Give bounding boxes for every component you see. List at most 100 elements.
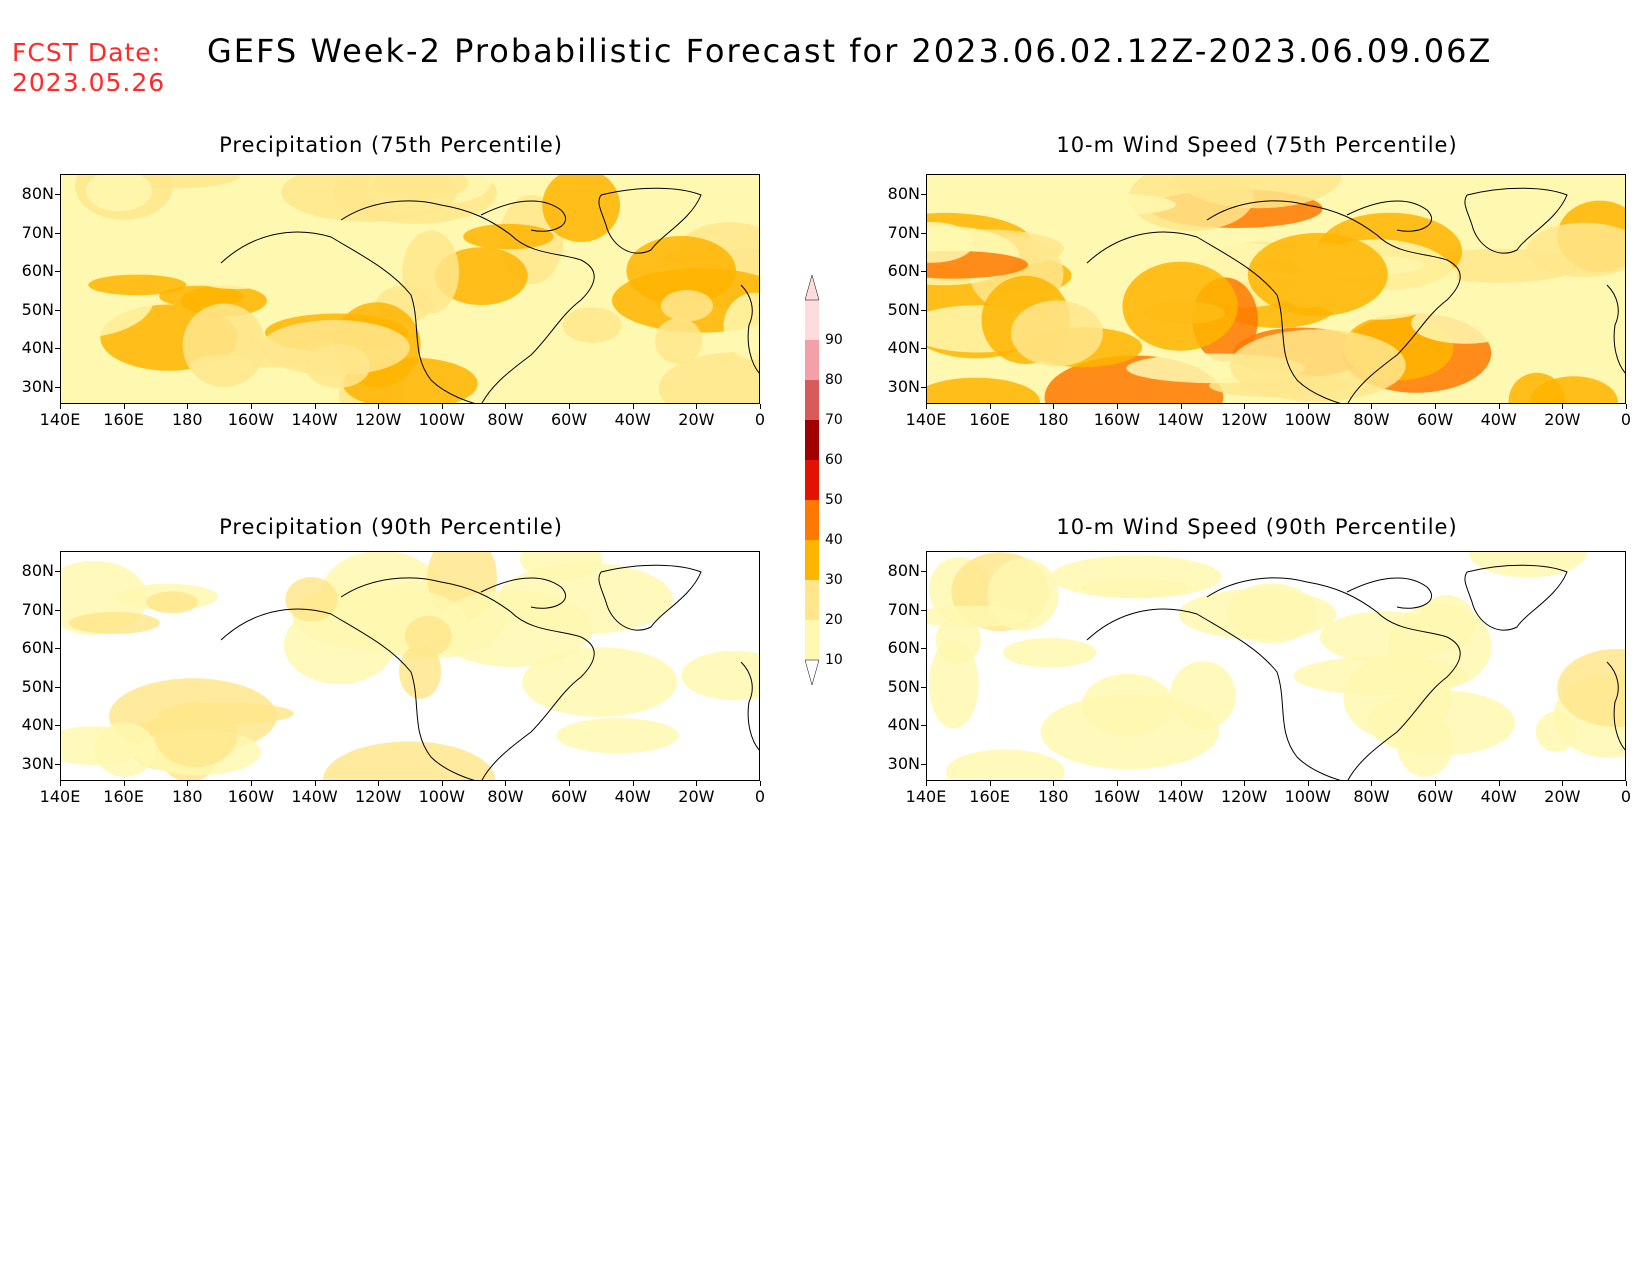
coastline	[1086, 564, 1568, 780]
shading-region	[660, 290, 713, 322]
colorbar-level-label: 50	[825, 492, 843, 508]
lon-tick	[250, 404, 252, 409]
lon-label: 140E	[905, 410, 947, 429]
lon-tick	[1307, 781, 1309, 786]
lon-label: 100W	[1284, 410, 1331, 429]
lon-label: 180	[1037, 410, 1069, 429]
probability-field	[61, 175, 759, 403]
shading-region	[322, 741, 496, 780]
lat-label: 60N	[887, 638, 920, 657]
lon-label: 80W	[1353, 410, 1390, 429]
lon-label: 40W	[1480, 410, 1517, 429]
colorbar-level-label: 90	[825, 332, 843, 348]
shading-region	[1557, 649, 1625, 727]
lon-label: 0	[1620, 787, 1632, 806]
lon-label: 60W	[550, 410, 588, 429]
colorbar-level-label: 60	[825, 452, 843, 468]
shading-region	[1174, 175, 1342, 209]
shading-region	[1526, 222, 1625, 278]
lon-tick	[1053, 781, 1055, 786]
colorbar-upper-arrow	[805, 274, 820, 301]
map-precip-90	[60, 551, 760, 781]
lat-label: 70N	[887, 222, 920, 242]
coastline	[1086, 187, 1568, 403]
lat-label: 50N	[21, 299, 54, 319]
panel-title-wind-90: 10-m Wind Speed (90th Percentile)	[1056, 515, 1458, 539]
lat-label: 40N	[21, 338, 54, 357]
shading-region	[1122, 261, 1238, 351]
shading-region	[159, 285, 244, 308]
lon-label: 140W	[291, 787, 338, 806]
lon-label: 20W	[678, 787, 715, 806]
colorbar-segment	[805, 540, 819, 580]
colorbar-level-label: 30	[825, 572, 843, 588]
lon-label: 40W	[1480, 787, 1517, 806]
lon-tick	[760, 781, 761, 786]
lat-tick	[55, 309, 60, 311]
lon-tick	[187, 781, 189, 786]
shading-region	[927, 605, 1029, 628]
lon-tick	[989, 781, 991, 786]
lat-label: 30N	[21, 753, 54, 773]
europe-coastline	[740, 661, 759, 751]
shading-region	[556, 718, 679, 754]
lon-tick	[926, 404, 927, 409]
lat-tick	[55, 232, 60, 234]
lat-tick	[921, 725, 926, 726]
lon-tick	[60, 781, 61, 786]
lon-tick	[314, 404, 316, 409]
lat-tick	[921, 648, 926, 649]
shading-region	[182, 303, 266, 387]
lon-label: 160W	[1093, 410, 1141, 429]
panel-title-precip-90: Precipitation (90th Percentile)	[219, 515, 563, 539]
lat-tick	[55, 386, 60, 388]
shading-region	[1535, 711, 1577, 753]
lon-label: 80W	[1353, 787, 1390, 806]
lon-label: 160E	[969, 787, 1010, 806]
lat-tick	[921, 386, 926, 388]
lat-tick	[55, 648, 60, 649]
forecast-date: FCST Date: 2023.05.26	[12, 38, 165, 98]
lat-tick	[55, 763, 60, 765]
lat-label: 50N	[887, 676, 920, 696]
lon-tick	[1180, 781, 1182, 786]
lon-label: 140E	[39, 787, 81, 806]
lon-tick	[569, 404, 571, 409]
colorbar	[805, 274, 820, 686]
colorbar-level-label: 70	[825, 412, 843, 428]
lon-tick	[505, 781, 507, 786]
colorbar-level-label: 20	[825, 612, 843, 628]
lon-label: 160W	[227, 410, 275, 429]
colorbar-segment	[805, 300, 819, 340]
lon-label: 160W	[1093, 787, 1141, 806]
shading-region	[463, 223, 554, 250]
lon-tick	[60, 404, 61, 409]
europe-coastline	[1606, 284, 1625, 374]
lat-tick	[55, 271, 60, 272]
shading-region	[88, 274, 187, 296]
lon-label: 140W	[1157, 787, 1204, 806]
lon-label: 140E	[905, 787, 947, 806]
shading-region	[86, 175, 152, 212]
colorbar-level-label: 40	[825, 532, 843, 548]
lon-tick	[926, 781, 927, 786]
lon-label: 160E	[103, 410, 144, 429]
shading-region	[1040, 694, 1220, 770]
lon-tick	[1116, 781, 1118, 786]
shading-region	[681, 650, 759, 701]
shading-region	[373, 175, 469, 200]
shading-region	[522, 647, 678, 717]
lon-tick	[1626, 404, 1627, 409]
lat-label: 70N	[21, 222, 54, 242]
lon-label: 180	[1037, 787, 1069, 806]
map-precip-75	[60, 174, 760, 404]
lon-tick	[1626, 781, 1627, 786]
lat-label: 40N	[887, 715, 920, 734]
shading-region	[1037, 193, 1177, 216]
lon-tick	[441, 404, 443, 409]
lat-tick	[55, 571, 60, 572]
lat-label: 70N	[887, 599, 920, 619]
lon-label: 160W	[227, 787, 275, 806]
lat-tick	[921, 571, 926, 572]
europe-coastline	[1606, 661, 1625, 751]
